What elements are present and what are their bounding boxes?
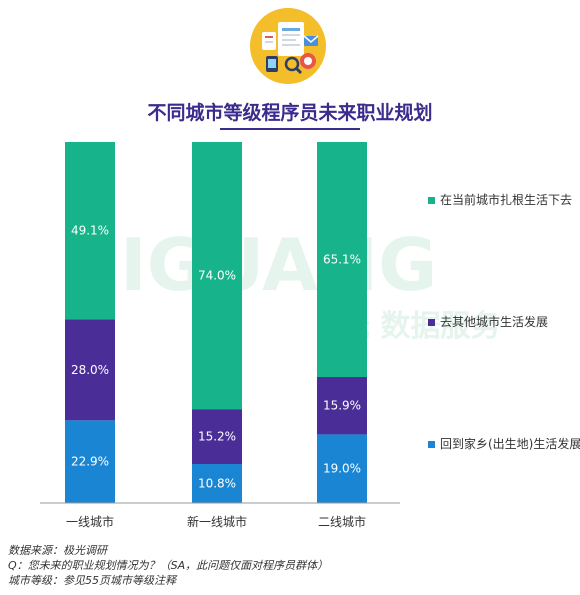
bar-segment	[65, 142, 115, 320]
note-question: Q：您未来的职业规划情况为？（SA，此问题仅面对程序员群体）	[8, 559, 329, 572]
report-documents-icon	[248, 6, 328, 86]
bar-segment	[192, 464, 242, 503]
bar-segment	[65, 319, 115, 421]
x-axis-labels: 一线城市 新一线城市 二线城市	[66, 514, 366, 529]
legend-item-other-city: 去其他城市生活发展	[428, 313, 548, 330]
bar-segment	[192, 142, 242, 410]
legend-label-hometown: 回到家乡(出生地)生活发展	[440, 437, 580, 451]
x-tick-label: 二线城市	[318, 514, 366, 529]
legend-label-stay: 在当前城市扎根生活下去	[440, 193, 573, 207]
data-label: 74.0%	[198, 269, 236, 283]
x-tick-label: 新一线城市	[187, 514, 247, 529]
data-label: 15.9%	[323, 399, 361, 413]
note-source: 数据来源：极光调研	[8, 544, 107, 557]
data-label: 28.0%	[71, 363, 109, 377]
chart-title: 不同城市等级程序员未来职业规划	[147, 102, 433, 124]
data-label: 49.1%	[71, 224, 109, 238]
bar-segment	[317, 434, 367, 503]
bar-segment	[317, 142, 367, 378]
bar-segment	[65, 420, 115, 503]
x-tick-label: 一线城市	[66, 514, 114, 529]
bar-segment	[317, 377, 367, 435]
data-label: 65.1%	[323, 253, 361, 267]
data-label: 15.2%	[198, 430, 236, 444]
title-underline	[220, 128, 360, 130]
note-city-level: 城市等级：参见55页城市等级注释	[8, 574, 176, 587]
data-label: 10.8%	[198, 477, 236, 491]
watermark-latin: IGUANG	[120, 223, 437, 307]
data-label: 22.9%	[71, 455, 109, 469]
legend-swatch-stay	[428, 197, 435, 204]
legend-item-hometown: 回到家乡(出生地)生活发展	[428, 435, 580, 452]
legend-swatch-hometown	[428, 441, 435, 448]
legend-label-other-city: 去其他城市生活发展	[440, 315, 549, 329]
legend-swatch-other-city	[428, 319, 435, 326]
legend-item-stay: 在当前城市扎根生活下去	[428, 191, 572, 208]
data-label: 19.0%	[323, 462, 361, 476]
bar-segment	[192, 409, 242, 465]
bars-layer: 22.9% 28.0% 49.1% 10.8% 15.2% 74.0% 19.0% 15.9%…	[65, 142, 367, 503]
watermark: IGUANG 光 数据服务	[120, 223, 500, 344]
